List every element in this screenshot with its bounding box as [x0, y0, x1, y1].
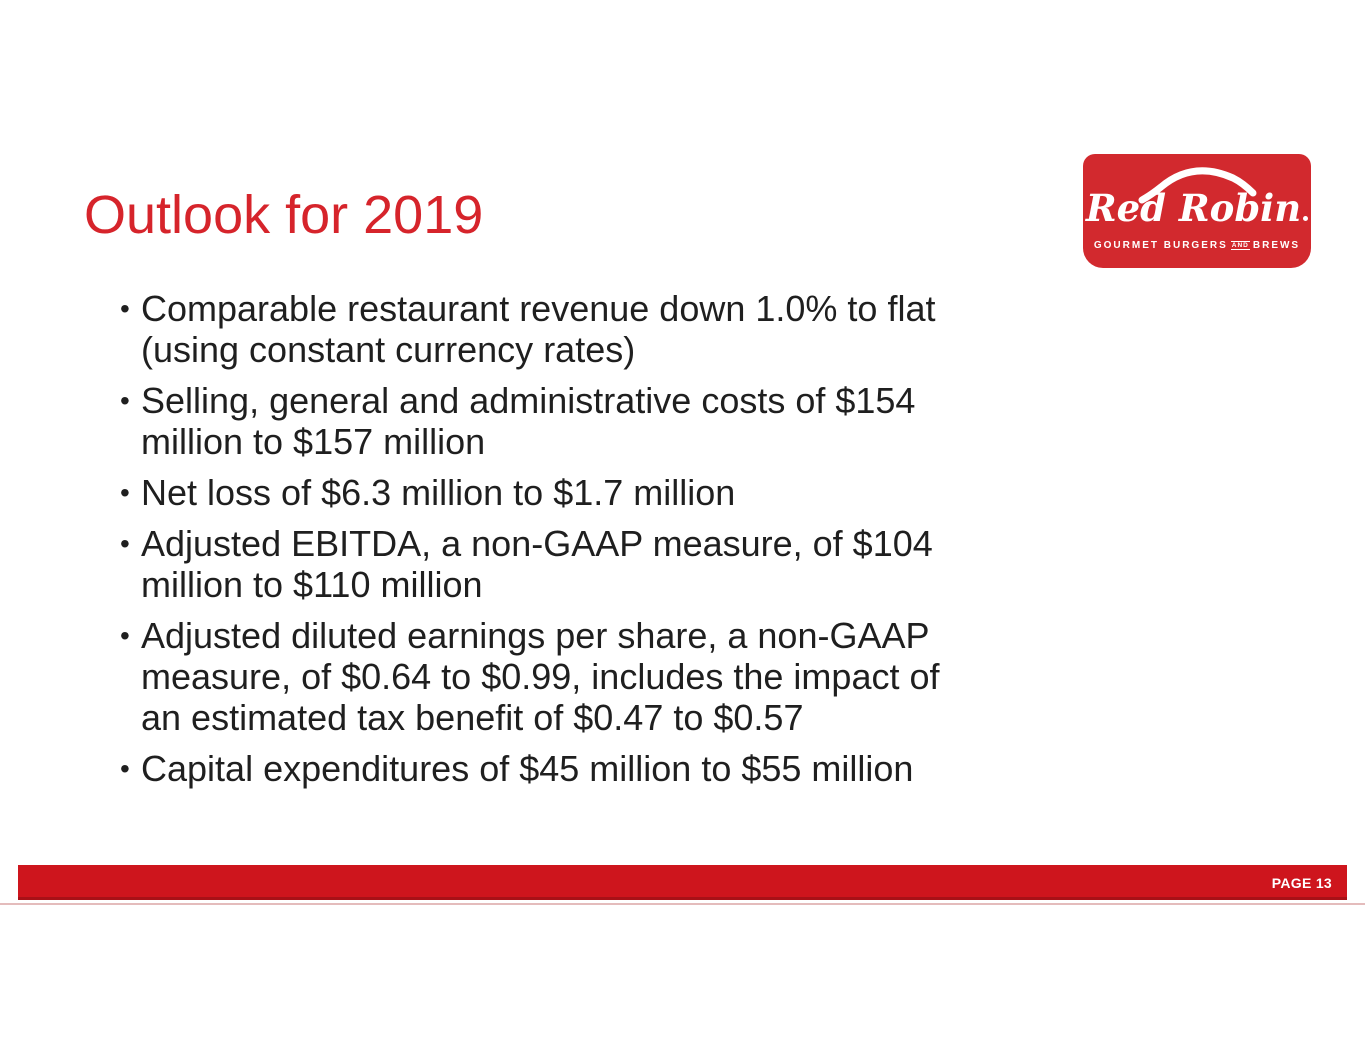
- bullet-text: Selling, general and administrative cost…: [141, 380, 916, 462]
- trademark-dot: [1303, 216, 1309, 221]
- logo-tagline-left: GOURMET BURGERS: [1093, 240, 1228, 251]
- bullet-item: • Capital expenditures of $45 million to …: [120, 748, 972, 789]
- footer-divider-line: [0, 903, 1365, 905]
- bullet-marker: •: [120, 477, 130, 508]
- bullet-text: Adjusted diluted earnings per share, a n…: [141, 615, 940, 738]
- bullet-item: • Selling, general and administrative cos…: [120, 380, 972, 462]
- footer-bar: PAGE 13: [18, 865, 1347, 900]
- bullet-marker: •: [120, 293, 130, 324]
- bullet-text: Comparable restaurant revenue down 1.0% …: [141, 288, 936, 370]
- slide-title: Outlook for 2019: [84, 185, 484, 245]
- bullet-item: • Adjusted EBITDA, a non-GAAP measure, of…: [120, 523, 972, 605]
- red-robin-logo: Red Robin GOURMET BURGERS AND BREWS: [1083, 154, 1311, 268]
- outlook-bullet-list: • Comparable restaurant revenue down 1.0%…: [120, 288, 972, 799]
- bullet-marker: •: [120, 753, 130, 784]
- logo-tagline: GOURMET BURGERS AND BREWS: [1083, 240, 1311, 251]
- bullet-text: Net loss of $6.3 million to $1.7 million: [141, 472, 736, 513]
- logo-tagline-right: BREWS: [1252, 240, 1301, 251]
- logo-tagline-and: AND: [1230, 240, 1250, 250]
- swoosh-icon: [1135, 164, 1261, 206]
- bullet-item: • Comparable restaurant revenue down 1.0%…: [120, 288, 972, 370]
- logo-brand-text: Red Robin: [1083, 188, 1311, 228]
- bullet-marker: •: [120, 620, 130, 651]
- bullet-text: Capital expenditures of $45 million to $…: [141, 748, 914, 789]
- bullet-item: • Adjusted diluted earnings per share, a …: [120, 615, 972, 738]
- bullet-marker: •: [120, 528, 130, 559]
- bullet-text: Adjusted EBITDA, a non-GAAP measure, of …: [141, 523, 933, 605]
- logo-brand-label: Red Robin: [1085, 186, 1302, 230]
- bullet-item: • Net loss of $6.3 million to $1.7 millio…: [120, 472, 972, 513]
- bullet-marker: •: [120, 385, 130, 416]
- page-number-label: PAGE 13: [1271, 874, 1332, 891]
